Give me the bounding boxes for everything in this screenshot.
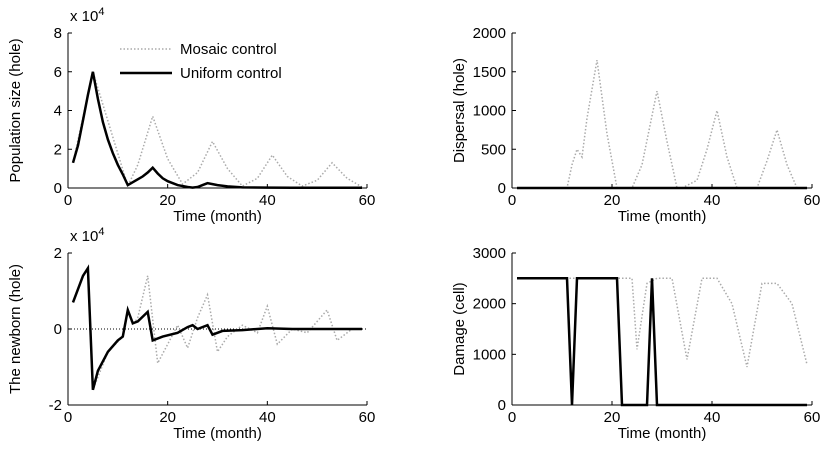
x-tick-label: 60 (804, 192, 821, 209)
axis-multiplier-power: 4 (98, 6, 104, 18)
y-axis-label: Damage (cell) (451, 282, 468, 375)
x-tick-label: 20 (159, 192, 176, 209)
x-tick-label: 20 (159, 409, 176, 426)
y-axis-label: The newborn (hole) (7, 264, 24, 394)
y-tick-label: 1000 (473, 103, 506, 120)
y-tick-label: 0 (54, 321, 62, 338)
x-tick-label: 0 (64, 192, 72, 209)
x-tick-label: 60 (359, 409, 376, 426)
y-tick-label: 2000 (473, 25, 506, 42)
x-tick-label: 0 (64, 409, 72, 426)
x-tick-label: 20 (604, 192, 621, 209)
y-tick-label: 500 (481, 141, 506, 158)
y-tick-label: 6 (54, 64, 62, 81)
x-axis-label: Time (month) (618, 208, 707, 225)
x-axis-label: Time (month) (173, 425, 262, 442)
y-tick-label: 2000 (473, 296, 506, 313)
series-line (71, 264, 362, 391)
y-tick-label: 8 (54, 25, 62, 42)
y-tick-label: 0 (498, 180, 506, 197)
y-tick-label: 2 (54, 141, 62, 158)
y-axis-label: Dispersal (hole) (451, 58, 468, 163)
axis-multiplier: x 104 (70, 6, 104, 25)
x-tick-label: 60 (359, 192, 376, 209)
y-tick-label: 0 (498, 397, 506, 414)
series-line (517, 59, 807, 189)
y-tick-label: 2 (54, 245, 62, 262)
x-tick-label: 20 (604, 409, 621, 426)
x-tick-label: 40 (259, 409, 276, 426)
x-tick-label: 0 (508, 192, 516, 209)
series-line (517, 277, 807, 407)
y-tick-label: 1000 (473, 346, 506, 363)
x-tick-label: 0 (508, 409, 516, 426)
x-tick-label: 60 (804, 409, 821, 426)
x-tick-label: 40 (704, 409, 721, 426)
x-axis-label: Time (month) (618, 425, 707, 442)
y-tick-label: 3000 (473, 245, 506, 262)
x-tick-label: 40 (704, 192, 721, 209)
axis-multiplier: x 104 (70, 226, 104, 245)
y-tick-label: 0 (54, 180, 62, 197)
series-line (71, 71, 362, 190)
y-tick-label: 1500 (473, 64, 506, 81)
legend-label: Uniform control (180, 65, 282, 82)
y-tick-label: 4 (54, 103, 62, 120)
legend-label: Mosaic control (180, 41, 277, 58)
series-line (72, 68, 363, 189)
y-axis-label: Population size (hole) (7, 38, 24, 182)
axis-multiplier-power: 4 (98, 226, 104, 238)
y-tick-label: -2 (49, 397, 62, 414)
x-axis-label: Time (month) (173, 208, 262, 225)
series-line (517, 277, 808, 368)
x-tick-label: 40 (259, 192, 276, 209)
